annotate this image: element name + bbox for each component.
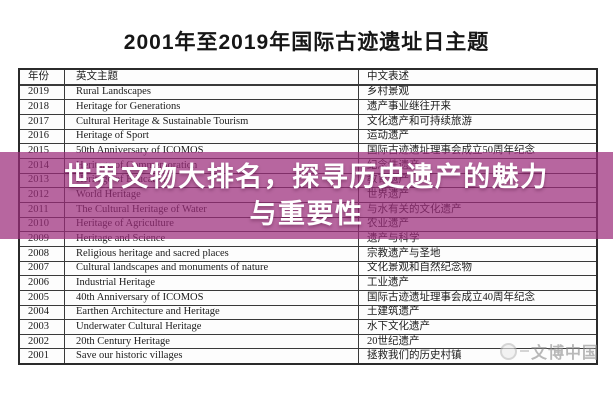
page-title: 2001年至2019年国际古迹遗址日主题 (123, 31, 490, 54)
cell-chinese-theme: 土建筑遗产 (367, 306, 420, 318)
table-row: 2018 Heritage for Generations 遗产事业继往开来 (20, 99, 596, 114)
cell-year: 2003 (20, 320, 65, 334)
table-row: 2004 Earthen Architecture and Heritage 土… (20, 304, 596, 320)
watermark-dash (520, 350, 529, 352)
cell-year: 2007 (20, 261, 65, 276)
table-row: 2003 Underwater Cultural Heritage 水下文化遗产 (20, 319, 596, 334)
cell-chinese-theme: 20世纪遗产 (367, 335, 420, 347)
cell-year: 2015 (20, 144, 65, 158)
cell-english-theme: Heritage of Sport (65, 129, 359, 144)
cell-year: 2018 (20, 100, 65, 114)
table-row: 2002 20th Century Heritage 20世纪遗产 (20, 333, 596, 349)
cell-chinese-theme: 文化景观和自然纪念物 (367, 262, 472, 274)
cell-english-theme: Rural Landscapes (65, 85, 359, 100)
table-row: 2008 Religious heritage and sacred place… (20, 245, 596, 261)
cell-english-theme: 50th Anniversary of ICOMOS (65, 144, 359, 158)
cell-chinese-theme: 乡村景观 (367, 86, 409, 98)
cell-chinese-theme: 遗产事业继往开来 (367, 101, 451, 113)
cell-chinese-theme: 文化遗产和可持续旅游 (367, 115, 472, 127)
table-header-row: 年份 英文主题 中文表述 (20, 70, 596, 85)
watermark: 文博中国 (500, 339, 599, 363)
cell-year: 2017 (20, 114, 65, 129)
headline-banner: 世界文物大排名，探寻历史遗产的魅力 与重要性 (0, 152, 613, 239)
cell-year: 2019 (20, 85, 65, 100)
table-row: 2006 Industrial Heritage 工业遗产 (20, 275, 596, 290)
cell-english-theme: Cultural landscapes and monuments of nat… (65, 261, 359, 276)
cell-chinese-theme: 工业遗产 (367, 277, 409, 289)
cell-english-theme: 40th Anniversary of ICOMOS (65, 290, 359, 305)
table-row: 2015 50th Anniversary of ICOMOS 国际古迹遗址理事… (20, 143, 596, 158)
cell-year: 2004 (20, 305, 65, 320)
watermark-text: 文博中国 (531, 345, 600, 362)
header-year: 年份 (20, 70, 65, 84)
cell-chinese-theme: 拯救我们的历史村镇 (367, 350, 462, 362)
cell-year: 2001 (20, 349, 65, 364)
headline-line-2: 与重要性 (249, 198, 364, 229)
cell-english-theme: 20th Century Heritage (65, 334, 359, 349)
cell-english-theme: Heritage for Generations (65, 100, 359, 114)
cell-year: 2016 (20, 129, 65, 144)
cell-chinese-theme: 水下文化遗产 (367, 320, 430, 332)
cell-english-theme: Industrial Heritage (65, 276, 359, 290)
cell-chinese-theme: 国际古迹遗址理事会成立40周年纪念 (367, 291, 535, 303)
cell-year: 2008 (20, 246, 65, 261)
table-row: 2017 Cultural Heritage & Sustainable Tou… (20, 113, 596, 129)
cell-year: 2005 (20, 290, 65, 305)
cell-english-theme: Religious heritage and sacred places (65, 246, 359, 261)
cell-english-theme: Underwater Cultural Heritage (65, 320, 359, 334)
table-row: 2007 Cultural landscapes and monuments o… (20, 260, 596, 276)
panda-logo-icon (500, 342, 517, 360)
cell-chinese-theme: 宗教遗产与圣地 (367, 247, 441, 259)
header-english-theme: 英文主题 (65, 70, 359, 84)
table-row: 2019 Rural Landscapes 乡村景观 (20, 84, 596, 100)
table-row: 2001 Save our historic villages 拯救我们的历史村… (20, 348, 596, 364)
cell-chinese-theme: 运动遗产 (367, 130, 409, 142)
headline-line-1: 世界文物大排名，探寻历史遗产的魅力 (64, 161, 549, 192)
cell-english-theme: Cultural Heritage & Sustainable Tourism (65, 114, 359, 129)
table-row: 2005 40th Anniversary of ICOMOS 国际古迹遗址理事… (20, 289, 596, 305)
cell-chinese-theme: 国际古迹遗址理事会成立50周年纪念 (367, 145, 535, 157)
cell-year: 2006 (20, 276, 65, 290)
cell-english-theme: Save our historic villages (65, 349, 359, 364)
cell-year: 2002 (20, 334, 65, 349)
table-row: 2016 Heritage of Sport 运动遗产 (20, 128, 596, 144)
header-chinese-description: 中文表述 (367, 70, 409, 82)
cell-english-theme: Earthen Architecture and Heritage (65, 305, 359, 320)
